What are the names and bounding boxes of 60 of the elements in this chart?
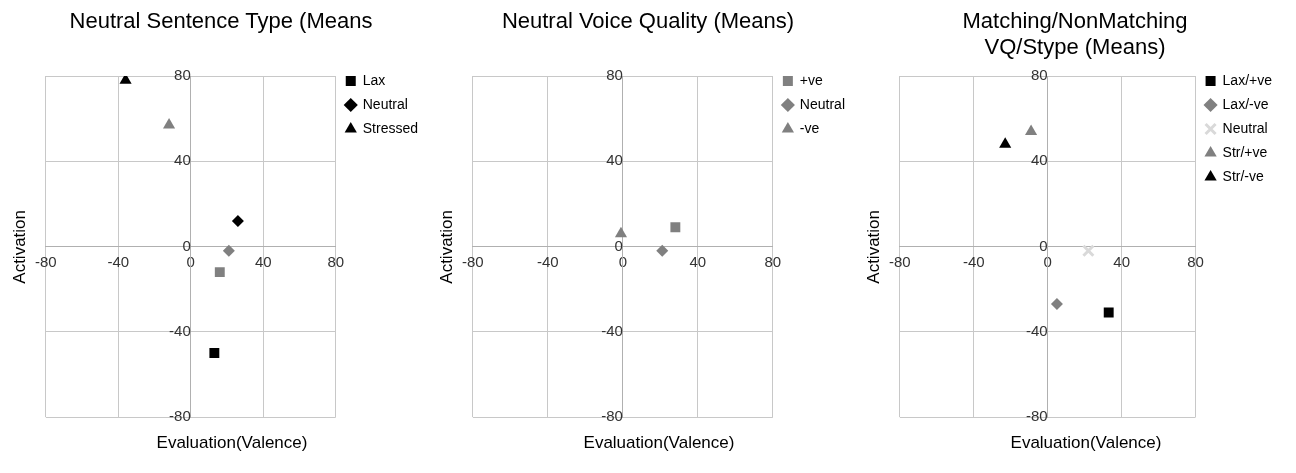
legend-label: Lax bbox=[362, 71, 386, 88]
y-tick-label: -40 bbox=[169, 321, 191, 339]
x-tick-label: 80 bbox=[327, 252, 345, 270]
chart-title: Matching/NonMatching VQ/Stype (Means) bbox=[962, 8, 1188, 60]
point bbox=[670, 222, 681, 233]
point bbox=[614, 226, 628, 238]
y-tick-label: 40 bbox=[1031, 151, 1048, 169]
legend-label: Stressed bbox=[362, 119, 418, 136]
legend-label: Lax/-ve bbox=[1222, 95, 1269, 112]
legend-label: Neutral bbox=[1222, 119, 1268, 136]
chart-title: Neutral Voice Quality (Means) bbox=[501, 8, 795, 34]
x-axis-title: Evaluation(Valence) bbox=[582, 433, 735, 453]
x-tick-label: 40 bbox=[689, 252, 707, 270]
x-tick-label: -80 bbox=[35, 252, 57, 270]
y-tick-label: 0 bbox=[182, 236, 191, 254]
legend-label: Lax/+ve bbox=[1222, 71, 1273, 88]
y-tick-label: -80 bbox=[601, 407, 623, 425]
legend-label: Neutral bbox=[799, 95, 846, 112]
x-tick-label: 40 bbox=[1113, 252, 1130, 270]
y-tick-label: 0 bbox=[1039, 236, 1048, 254]
point bbox=[1103, 307, 1114, 318]
x-tick-label: -40 bbox=[962, 252, 985, 270]
legend-label: -ve bbox=[799, 119, 820, 136]
x-tick-label: 80 bbox=[1187, 252, 1204, 270]
x-tick-label: 80 bbox=[764, 252, 782, 270]
y-tick-label: 40 bbox=[174, 151, 191, 169]
chart-title: Neutral Sentence Type (Means bbox=[69, 8, 373, 34]
x-axis-title: Evaluation(Valence) bbox=[155, 433, 308, 453]
y-tick-label: -80 bbox=[169, 407, 191, 425]
point bbox=[222, 244, 235, 257]
y-tick-label: -80 bbox=[1026, 407, 1048, 425]
point bbox=[231, 214, 244, 227]
y-axis-title: Activation bbox=[10, 209, 30, 284]
point bbox=[162, 118, 176, 129]
legend-label: Str/-ve bbox=[1222, 167, 1265, 184]
y-axis-title: Activation bbox=[437, 209, 457, 284]
x-tick-label: -80 bbox=[462, 252, 484, 270]
y-tick-label: 0 bbox=[614, 236, 623, 254]
x-axis-title: Evaluation(Valence) bbox=[1009, 433, 1162, 453]
y-tick-label: -40 bbox=[601, 321, 623, 339]
x-tick-label: -40 bbox=[107, 252, 130, 270]
point bbox=[1050, 298, 1063, 311]
x-tick-label: -40 bbox=[537, 252, 559, 270]
x-tick-label: -80 bbox=[889, 252, 911, 270]
y-tick-label: 80 bbox=[1031, 66, 1048, 84]
legend-label: +ve bbox=[799, 71, 824, 88]
y-tick-label: 40 bbox=[606, 151, 623, 169]
legend-label: Neutral bbox=[362, 95, 408, 112]
y-tick-label: 80 bbox=[606, 66, 623, 84]
point bbox=[214, 267, 225, 278]
y-tick-label: -40 bbox=[1026, 321, 1048, 339]
point bbox=[209, 348, 220, 359]
y-axis-title: Activation bbox=[864, 209, 884, 284]
point bbox=[656, 244, 669, 257]
x-tick-label: 40 bbox=[254, 252, 272, 270]
legend-label: Str/+ve bbox=[1222, 143, 1268, 160]
point bbox=[1081, 244, 1095, 258]
y-tick-label: 80 bbox=[174, 66, 191, 84]
point bbox=[1025, 124, 1038, 135]
point bbox=[999, 137, 1012, 148]
